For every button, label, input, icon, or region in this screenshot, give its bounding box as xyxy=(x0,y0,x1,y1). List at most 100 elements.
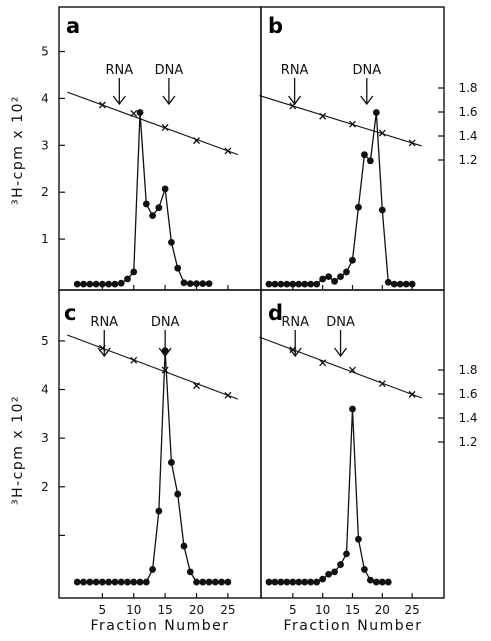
radioactivity-point-0-15 xyxy=(168,238,175,246)
radioactivity-point-1-16 xyxy=(361,151,368,159)
x-tick-label-3-0: 5 xyxy=(289,603,297,617)
radioactivity-line-2 xyxy=(77,350,228,583)
radioactivity-point-1-19 xyxy=(378,206,386,214)
radioactivity-point-0-5 xyxy=(105,280,113,288)
radioactivity-point-1-13 xyxy=(343,268,350,276)
radioactivity-point-2-22 xyxy=(211,578,219,586)
radioactivity-point-0-12 xyxy=(149,212,156,220)
radioactivity-point-2-13 xyxy=(155,507,163,515)
gradient-point-0-2 xyxy=(161,124,169,131)
radioactivity-point-3-19 xyxy=(378,578,386,586)
gradient-point-2-4 xyxy=(224,391,232,399)
gradient-point-2-3 xyxy=(193,382,200,390)
radioactivity-point-1-22 xyxy=(396,280,404,288)
radioactivity-point-3-15 xyxy=(355,535,362,543)
radioactivity-point-1-1 xyxy=(271,280,279,288)
radioactivity-point-2-15 xyxy=(168,459,175,466)
radioactivity-point-1-8 xyxy=(313,280,321,288)
y-tick-label-2-1: 2 xyxy=(41,480,49,494)
radioactivity-point-1-10 xyxy=(325,273,333,281)
radioactivity-point-0-3 xyxy=(92,280,100,288)
radioactivity-point-0-0 xyxy=(73,280,81,288)
gradient-point-1-3 xyxy=(378,129,386,137)
dna-label-1: DNA xyxy=(352,63,381,78)
gradient-line-1 xyxy=(259,95,422,147)
radioactivity-point-2-4 xyxy=(98,578,106,586)
y-tick-label-0-1: 2 xyxy=(41,185,49,199)
radioactivity-point-1-14 xyxy=(349,256,356,264)
radioactivity-point-1-3 xyxy=(283,280,291,288)
gradient-point-0-1 xyxy=(130,109,138,117)
rna-label-2: RNA xyxy=(90,315,118,330)
radioactivity-point-3-0 xyxy=(265,578,273,586)
radioactivity-point-3-14 xyxy=(349,405,356,413)
radioactivity-point-2-19 xyxy=(193,578,200,586)
gradient-point-2-2 xyxy=(161,366,169,374)
gradient-point-1-1 xyxy=(319,112,327,120)
r-tick-label-3-2: 1.4 xyxy=(458,411,477,425)
radioactivity-line-3 xyxy=(268,408,389,583)
gradient-point-2-1 xyxy=(130,356,138,364)
x-tick-label-2-4: 25 xyxy=(220,603,235,617)
gradient-point-3-0 xyxy=(289,346,297,354)
radioactivity-point-0-21 xyxy=(205,280,213,288)
gradient-point-0-0 xyxy=(98,101,106,109)
radioactivity-point-3-20 xyxy=(384,578,392,586)
radioactivity-point-0-17 xyxy=(180,279,188,287)
x-tick-label-2-1: 10 xyxy=(126,603,141,617)
gradient-point-3-4 xyxy=(408,390,416,398)
radioactivity-point-1-15 xyxy=(355,203,362,211)
radioactivity-point-0-2 xyxy=(86,280,94,288)
radioactivity-point-3-3 xyxy=(283,578,291,586)
radioactivity-point-2-2 xyxy=(86,578,94,586)
radioactivity-point-3-18 xyxy=(372,578,380,586)
rna-arrow-head-0 xyxy=(112,95,126,106)
radioactivity-point-0-16 xyxy=(174,264,182,272)
gradient-point-2-0 xyxy=(98,344,106,352)
y-tick-label-2-2: 3 xyxy=(41,431,49,445)
radioactivity-point-3-9 xyxy=(319,575,327,583)
r-tick-label-3-1: 1.6 xyxy=(458,387,477,401)
radioactivity-point-1-4 xyxy=(289,280,297,288)
radioactivity-point-2-12 xyxy=(149,566,156,573)
radioactivity-point-1-0 xyxy=(265,280,273,288)
radioactivity-point-1-20 xyxy=(384,278,392,286)
radioactivity-point-3-1 xyxy=(271,578,279,586)
radioactivity-point-3-13 xyxy=(343,550,350,558)
radioactivity-point-2-9 xyxy=(130,578,138,586)
panel-a-letter: a xyxy=(66,14,80,38)
x-tick-label-3-3: 20 xyxy=(375,603,390,617)
gradient-line-2 xyxy=(67,334,239,400)
y-axis-title-top: ³H-cpm x 10² xyxy=(10,95,26,205)
x-tick-label-2-2: 15 xyxy=(157,603,172,617)
radioactivity-point-1-9 xyxy=(319,275,327,283)
r-tick-label-1-3: 1.2 xyxy=(458,153,477,167)
panel-b-frame xyxy=(260,6,445,291)
y-tick-label-0-0: 1 xyxy=(41,232,49,246)
radioactivity-point-2-24 xyxy=(224,578,232,586)
panel-d-letter: d xyxy=(268,301,283,325)
radioactivity-point-1-23 xyxy=(402,280,410,288)
dna-label-0: DNA xyxy=(155,63,184,78)
dna-label-2: DNA xyxy=(151,315,180,330)
radioactivity-point-2-5 xyxy=(105,578,113,586)
radioactivity-point-2-3 xyxy=(92,578,100,586)
x-axis-title-left: Fraction Number xyxy=(90,618,229,634)
gradient-point-1-0 xyxy=(289,102,297,110)
radioactivity-point-0-10 xyxy=(136,109,144,116)
panel-c-frame xyxy=(58,289,262,599)
radioactivity-point-2-6 xyxy=(111,578,119,586)
radioactivity-point-0-4 xyxy=(98,280,106,288)
radioactivity-point-2-0 xyxy=(73,578,81,586)
rna-label-1: RNA xyxy=(281,63,309,78)
radioactivity-point-2-7 xyxy=(117,578,125,586)
gradient-point-0-4 xyxy=(224,147,232,155)
radioactivity-point-1-18 xyxy=(372,109,380,116)
radioactivity-point-1-5 xyxy=(295,280,303,288)
panel-b-letter: b xyxy=(268,14,283,38)
radioactivity-point-3-7 xyxy=(307,578,315,586)
gradient-line-3 xyxy=(259,336,422,399)
radioactivity-point-3-11 xyxy=(331,568,338,576)
y-tick-label-2-4: 5 xyxy=(41,334,49,348)
radioactivity-point-3-6 xyxy=(301,578,309,586)
